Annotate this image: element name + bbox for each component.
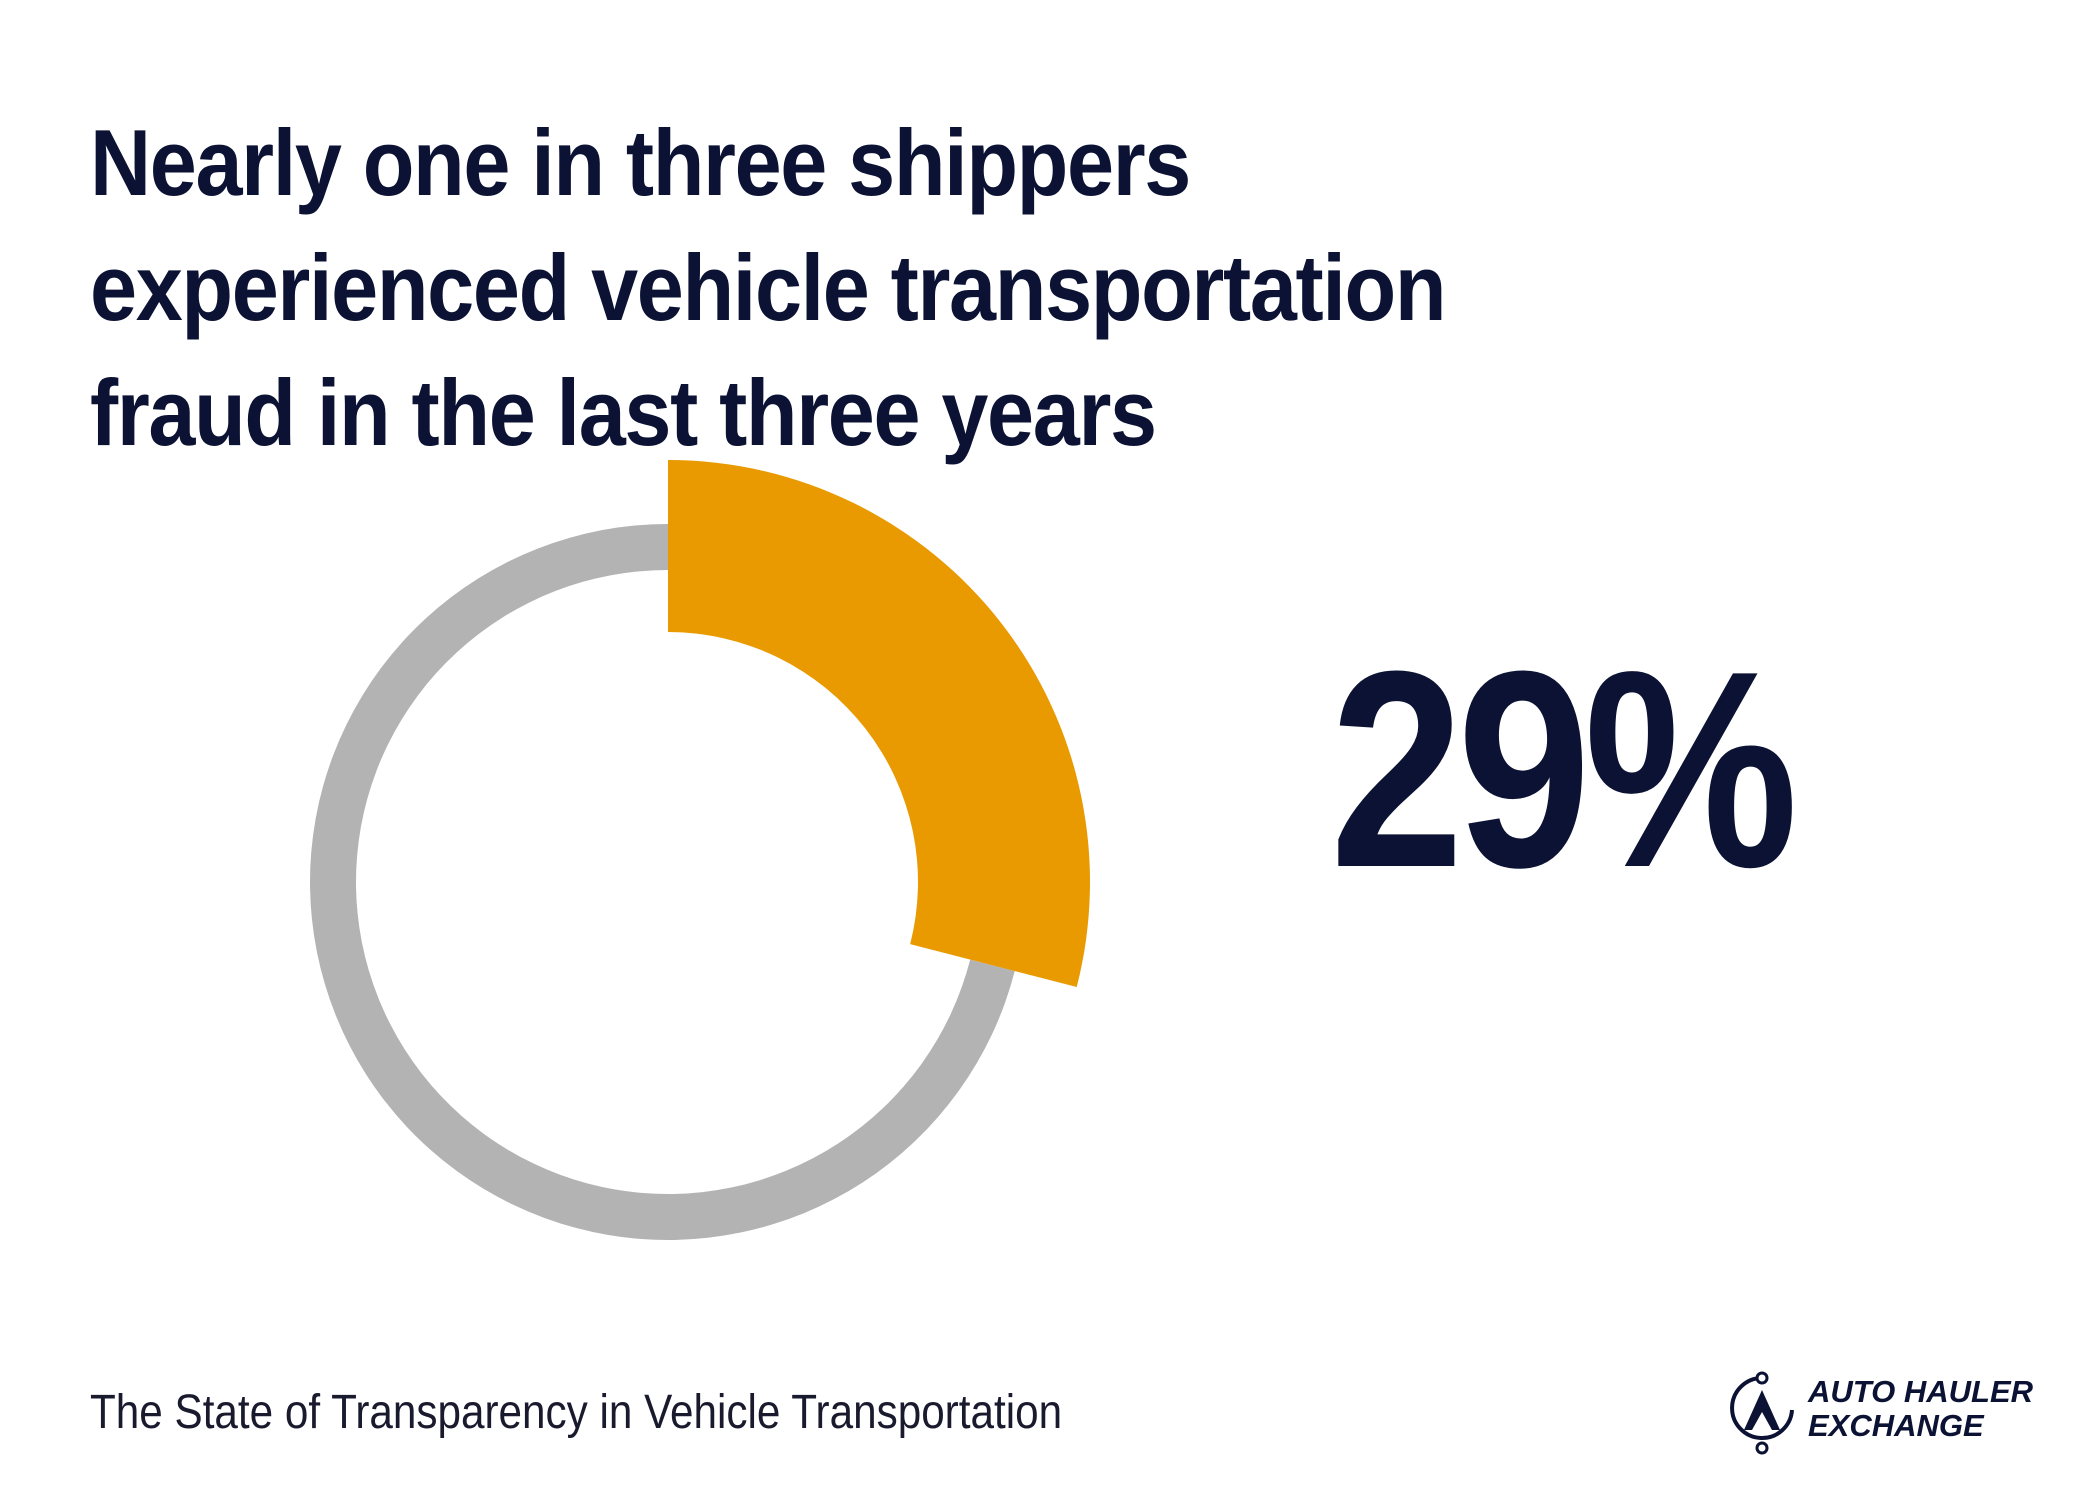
logo-wordmark: AUTO HAULER EXCHANGE xyxy=(1808,1375,2033,1443)
chart-title: Nearly one in three shippers experienced… xyxy=(90,110,1447,465)
logo-line-1: AUTO HAULER xyxy=(1808,1374,2034,1409)
donut-slice-highlight xyxy=(668,460,1090,987)
brand-logo: AUTO HAULER EXCHANGE xyxy=(1722,1368,2042,1458)
car-logo-icon xyxy=(1730,1371,1794,1455)
source-label: The State of Transparency in Vehicle Tra… xyxy=(90,1386,1063,1439)
logo-line-2: EXCHANGE xyxy=(1808,1408,1984,1443)
percent-value: 29% xyxy=(1330,614,1798,926)
